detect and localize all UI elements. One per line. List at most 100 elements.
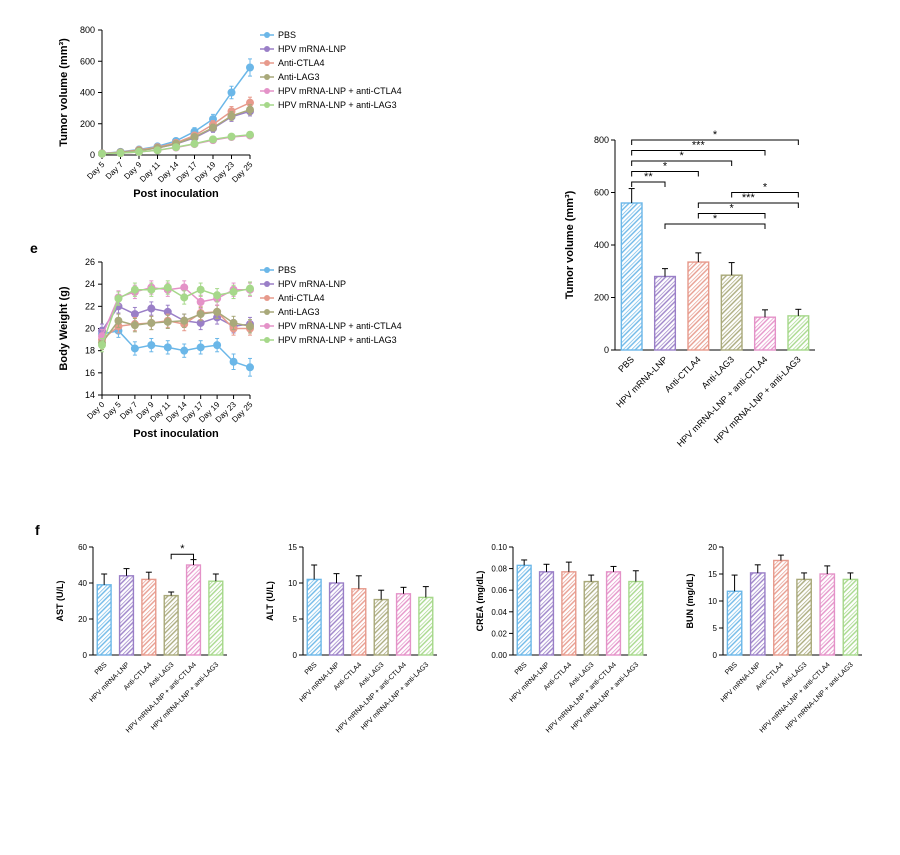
bar-HPV_C <box>187 565 201 655</box>
svg-text:60: 60 <box>78 543 87 552</box>
svg-text:HPV mRNA-LNP: HPV mRNA-LNP <box>89 661 132 704</box>
panel-f-chart-1: 051015ALT (U/L)PBSHPV mRNA-LNPAnti-CTLA4… <box>265 535 465 855</box>
body-weight-line-chart: 14161820222426Day 0Day 5Day 7Day 9Day 11… <box>50 240 530 500</box>
tumor-volume-line-chart: 0200400600800Day 5Day 7Day 9Day 11Day 14… <box>50 10 530 260</box>
bar-HPV <box>751 573 765 655</box>
svg-text:0.08: 0.08 <box>491 565 507 574</box>
svg-text:20: 20 <box>708 543 717 552</box>
bar-HPV_L <box>629 582 643 655</box>
svg-text:PBS: PBS <box>278 30 296 40</box>
svg-text:0: 0 <box>713 651 718 660</box>
svg-text:AST (U/L): AST (U/L) <box>55 581 65 622</box>
svg-text:Anti-CTLA4: Anti-CTLA4 <box>278 58 325 68</box>
svg-text:200: 200 <box>80 119 95 129</box>
svg-text:400: 400 <box>594 240 609 250</box>
svg-text:5: 5 <box>713 624 718 633</box>
bar-HPV <box>330 583 344 655</box>
svg-text:Post inoculation: Post inoculation <box>133 188 219 200</box>
svg-text:HPV mRNA-LNP + anti-LAG3: HPV mRNA-LNP + anti-LAG3 <box>278 100 397 110</box>
bar-PBS <box>307 579 321 655</box>
svg-text:HPV mRNA-LNP: HPV mRNA-LNP <box>278 279 346 289</box>
svg-text:0: 0 <box>604 345 609 355</box>
svg-text:Anti-CTLA4: Anti-CTLA4 <box>278 293 325 303</box>
svg-text:***: *** <box>742 192 756 204</box>
svg-text:CREA (mg/dL): CREA (mg/dL) <box>475 571 485 632</box>
svg-text:0.10: 0.10 <box>491 543 507 552</box>
bar-HPV_L <box>843 579 857 655</box>
bar-HPV_L <box>788 316 809 350</box>
svg-text:Anti-CTLA4: Anti-CTLA4 <box>663 354 703 394</box>
svg-text:HPV mRNA-LNP: HPV mRNA-LNP <box>509 661 552 704</box>
svg-text:600: 600 <box>80 56 95 66</box>
panel-f-chart-2: 0.000.020.040.060.080.10CREA (mg/dL)PBSH… <box>475 535 675 855</box>
svg-text:PBS: PBS <box>94 661 109 676</box>
bar-LAG3 <box>584 582 598 655</box>
svg-text:16: 16 <box>85 368 95 378</box>
svg-text:*: * <box>713 129 718 141</box>
svg-text:Tumor volume (mm³): Tumor volume (mm³) <box>58 38 70 147</box>
svg-text:24: 24 <box>85 279 95 289</box>
svg-text:PBS: PBS <box>724 661 739 676</box>
svg-text:ALT (U/L): ALT (U/L) <box>265 581 275 621</box>
svg-text:Post inoculation: Post inoculation <box>133 428 219 440</box>
bar-CTLA4 <box>774 561 788 656</box>
svg-text:40: 40 <box>78 579 87 588</box>
svg-text:5: 5 <box>293 615 298 624</box>
bar-HPV_C <box>397 594 411 655</box>
svg-text:20: 20 <box>85 324 95 334</box>
svg-text:*: * <box>663 161 668 173</box>
bar-LAG3 <box>721 275 742 350</box>
bar-LAG3 <box>374 600 388 655</box>
svg-text:800: 800 <box>80 25 95 35</box>
bar-HPV_L <box>419 597 433 655</box>
svg-text:0.06: 0.06 <box>491 586 507 595</box>
svg-text:15: 15 <box>708 570 717 579</box>
svg-text:Anti-LAG3: Anti-LAG3 <box>278 72 320 82</box>
svg-text:PBS: PBS <box>278 265 296 275</box>
svg-text:0.00: 0.00 <box>491 651 507 660</box>
svg-text:18: 18 <box>85 346 95 356</box>
bar-CTLA4 <box>142 579 156 655</box>
svg-text:0: 0 <box>90 150 95 160</box>
svg-text:Tumor volume (mm³): Tumor volume (mm³) <box>564 190 576 299</box>
svg-text:*: * <box>730 203 735 215</box>
svg-text:e: e <box>30 240 38 256</box>
svg-text:Day 25: Day 25 <box>230 160 255 185</box>
bar-HPV <box>120 576 134 655</box>
svg-text:0: 0 <box>83 651 88 660</box>
svg-text:HPV mRNA-LNP: HPV mRNA-LNP <box>720 661 763 704</box>
svg-text:Anti-LAG3: Anti-LAG3 <box>278 307 320 317</box>
bar-HPV_C <box>820 574 834 655</box>
svg-text:PBS: PBS <box>616 354 636 374</box>
bar-HPV <box>540 572 554 655</box>
svg-text:22: 22 <box>85 301 95 311</box>
svg-text:HPV mRNA-LNP: HPV mRNA-LNP <box>299 661 342 704</box>
svg-text:200: 200 <box>594 293 609 303</box>
tumor-volume-bar-chart: 0200400600800Tumor volume (mm³)PBSHPV mR… <box>555 10 895 560</box>
bar-LAG3 <box>164 596 178 655</box>
svg-text:14: 14 <box>85 390 95 400</box>
svg-text:400: 400 <box>80 88 95 98</box>
svg-text:10: 10 <box>288 579 297 588</box>
bar-PBS <box>517 565 531 655</box>
svg-text:26: 26 <box>85 257 95 267</box>
svg-text:Day 7: Day 7 <box>104 160 126 182</box>
svg-text:HPV mRNA-LNP: HPV mRNA-LNP <box>278 44 346 54</box>
bar-PBS <box>97 585 111 655</box>
bar-PBS <box>727 591 741 655</box>
svg-text:15: 15 <box>288 543 297 552</box>
svg-text:PBS: PBS <box>514 661 529 676</box>
svg-text:800: 800 <box>594 135 609 145</box>
bar-HPV_L <box>209 581 223 655</box>
bar-HPV_C <box>755 317 776 350</box>
bar-LAG3 <box>797 579 811 655</box>
svg-text:0: 0 <box>293 651 298 660</box>
bar-HPV <box>655 277 676 351</box>
svg-text:600: 600 <box>594 188 609 198</box>
svg-text:20: 20 <box>78 615 87 624</box>
bar-PBS <box>621 203 642 350</box>
svg-text:HPV mRNA-LNP + anti-LAG3: HPV mRNA-LNP + anti-LAG3 <box>278 335 397 345</box>
svg-text:f: f <box>35 522 40 538</box>
svg-text:BUN (mg/dL): BUN (mg/dL) <box>685 574 695 629</box>
svg-text:0.04: 0.04 <box>491 608 507 617</box>
